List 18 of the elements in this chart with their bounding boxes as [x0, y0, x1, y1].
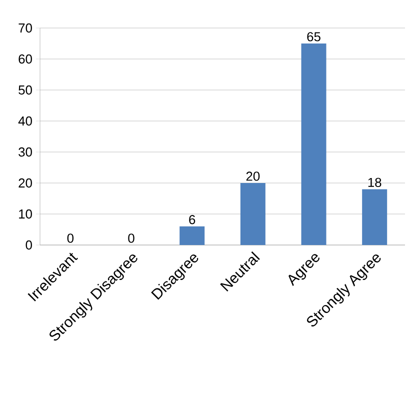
y-tick-label: 40 — [18, 116, 32, 126]
y-tick-label: 70 — [18, 23, 32, 33]
y-tick-label: 50 — [18, 85, 32, 95]
y-tick-label: 0 — [26, 240, 32, 250]
y-tick-label: 20 — [18, 178, 32, 188]
bar — [362, 189, 388, 245]
data-label: 18 — [368, 178, 382, 188]
y-tick-label: 30 — [18, 147, 32, 157]
data-label: 20 — [246, 172, 260, 181]
y-tick-label: 10 — [19, 209, 32, 219]
data-label: 6 — [189, 215, 196, 224]
data-label: 0 — [128, 234, 134, 243]
data-label: 0 — [67, 234, 74, 243]
bar — [240, 183, 266, 245]
data-label: 65 — [307, 32, 320, 42]
bar — [180, 226, 205, 245]
y-tick-label: 60 — [18, 54, 32, 64]
bar — [301, 44, 326, 245]
